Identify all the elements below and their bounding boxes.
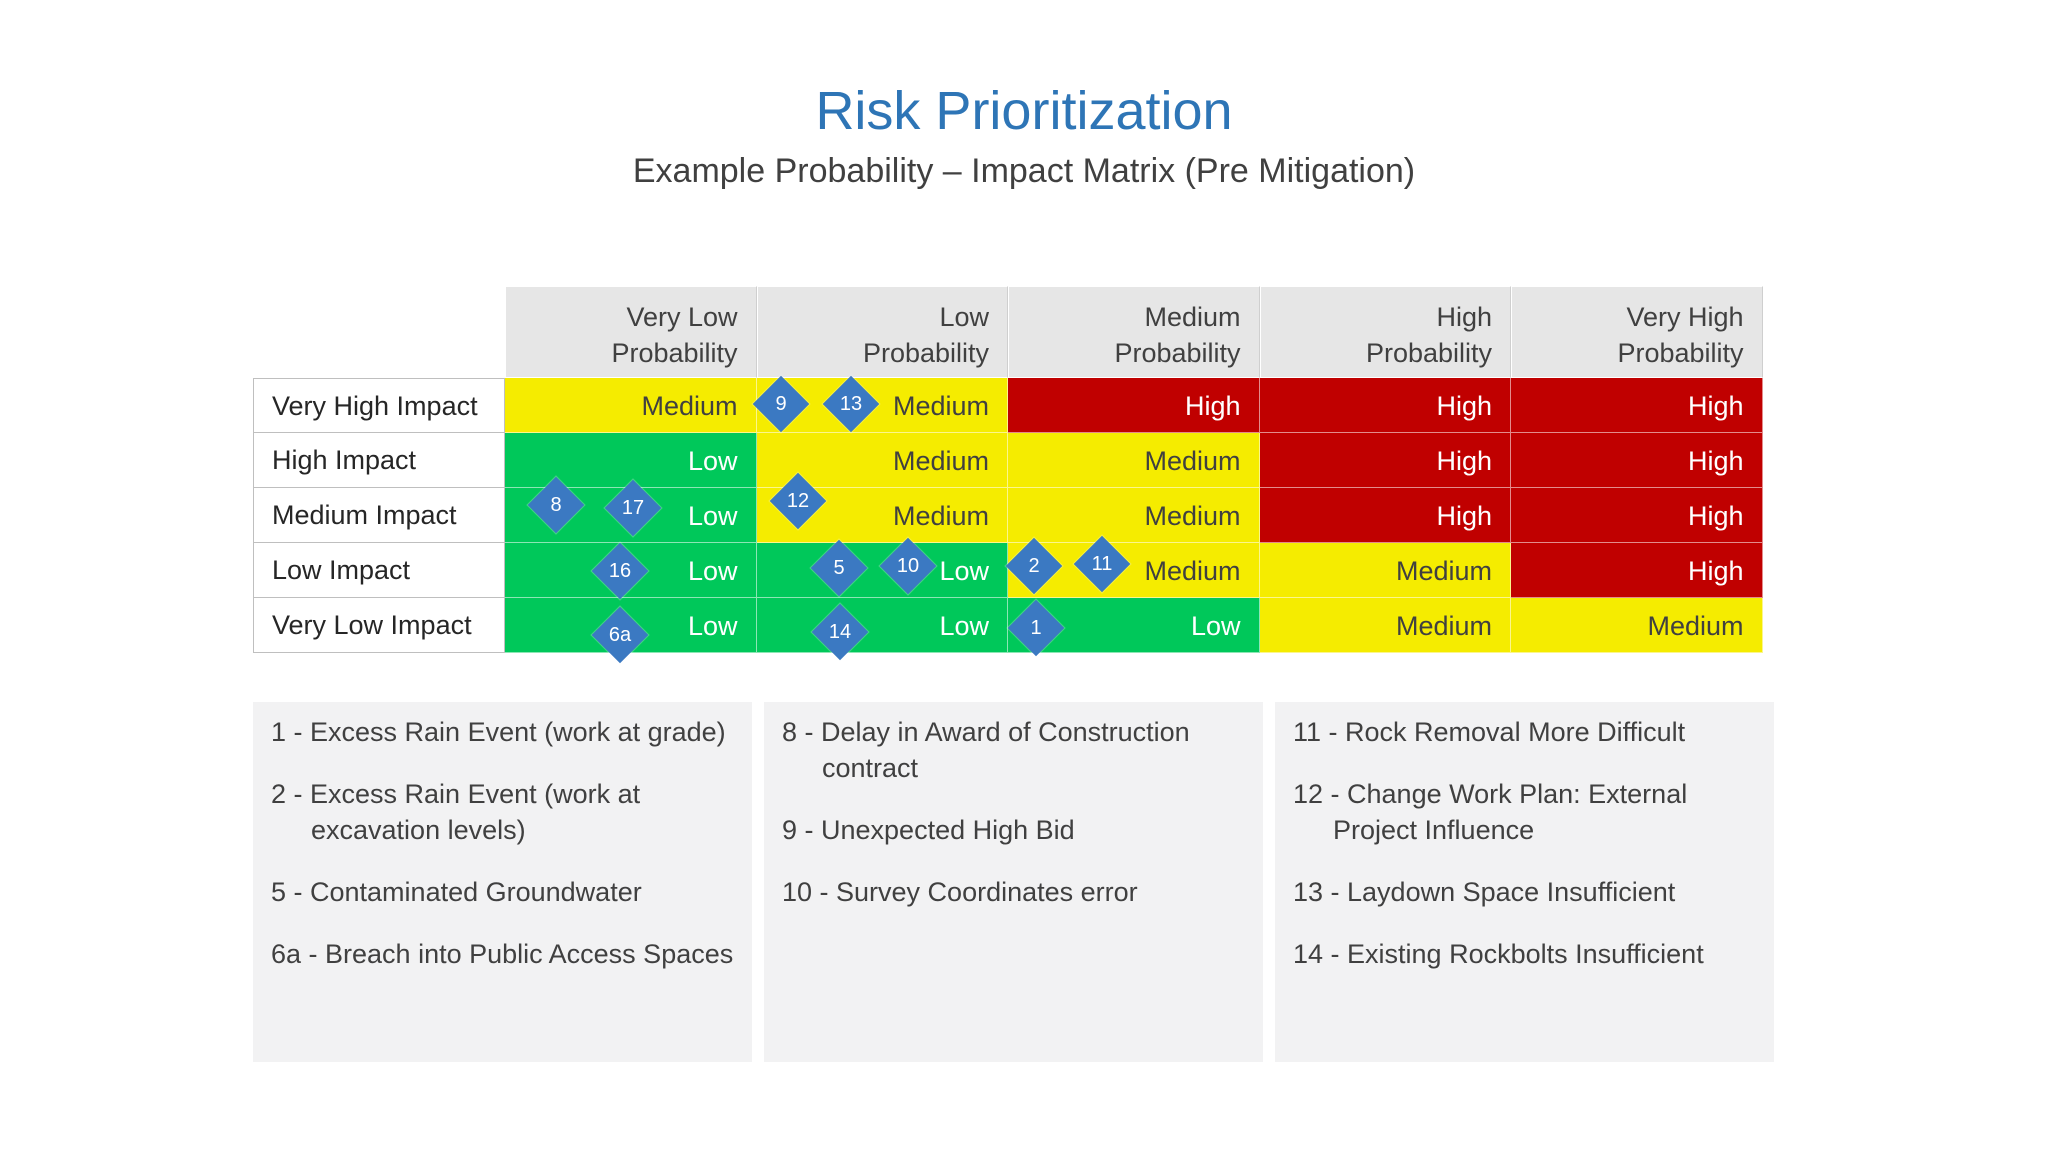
legend-item: 11 - Rock Removal More Difficult [1293, 717, 1686, 747]
matrix-cell-medium: Medium [1259, 543, 1511, 598]
risk-marker: 17 [604, 479, 662, 537]
matrix-cell-medium: Medium [1008, 488, 1260, 543]
matrix-cell-low: Low [505, 433, 757, 488]
column-header-line2: Probability [611, 338, 738, 368]
legend-item: 6a - Breach into Public Access Spaces [271, 939, 734, 969]
column-header: High Probability [1259, 286, 1511, 378]
risk-marker: 6a [591, 606, 649, 664]
risk-marker: 10 [879, 537, 937, 595]
risk-marker: 14 [811, 603, 869, 661]
column-header-line1: Very Low [626, 302, 738, 332]
column-header-line2: Probability [1617, 338, 1744, 368]
risk-marker: 12 [769, 472, 827, 530]
column-header: Very High Probability [1511, 286, 1763, 378]
risk-marker-label: 10 [896, 555, 920, 577]
matrix-cell-high: High [1511, 433, 1763, 488]
matrix-cell-medium: Medium [1259, 598, 1511, 653]
risk-marker-label: 12 [786, 490, 810, 512]
column-header: Very Low Probability [505, 286, 757, 378]
legend-item: 14 - Existing Rockbolts Insufficient [1293, 939, 1704, 969]
legend-item: 5 - Contaminated Groundwater [271, 877, 642, 907]
page-subtitle: Example Probability – Impact Matrix (Pre… [632, 152, 1416, 190]
row-header: Very High Impact [253, 378, 505, 433]
page-title: Risk Prioritization [815, 81, 1233, 141]
risk-marker-label: 6a [608, 624, 632, 646]
matrix-cell-medium: Medium [1511, 598, 1763, 653]
row-header: Low Impact [253, 543, 505, 598]
risk-marker: 5 [810, 539, 868, 597]
risk-marker: 11 [1073, 535, 1131, 593]
risk-marker: 8 [527, 476, 585, 534]
legend-box: 11 - Rock Removal More Difficult 12 - Cha… [1275, 702, 1774, 1062]
column-header: Low Probability [756, 286, 1008, 378]
legend-box: 1 - Excess Rain Event (work at grade) 2 -… [253, 702, 752, 1062]
row-header: Very Low Impact [253, 598, 505, 653]
matrix-cell-high: High [1511, 488, 1763, 543]
row-header: High Impact [253, 433, 505, 488]
column-header-line1: Very High [1626, 302, 1744, 332]
risk-marker-label: 9 [775, 393, 787, 415]
column-header: Medium Probability [1008, 286, 1260, 378]
legend-item: 8 - Delay in Award of Construction contr… [782, 717, 1190, 783]
risk-marker-label: 2 [1028, 555, 1040, 577]
risk-marker-label: 16 [608, 560, 632, 582]
matrix-cell-medium: Medium [1008, 433, 1260, 488]
risk-marker: 13 [822, 375, 880, 433]
legend-item: 10 - Survey Coordinates error [782, 877, 1138, 907]
column-header-line1: Low [939, 302, 989, 332]
matrix-cell-high: High [1008, 378, 1260, 433]
matrix-cell-high: High [1259, 433, 1511, 488]
column-header-line1: Medium [1144, 302, 1241, 332]
legend-item: 13 - Laydown Space Insufficient [1293, 877, 1676, 907]
legend-item: 9 - Unexpected High Bid [782, 815, 1075, 845]
matrix-cell-high: High [1511, 378, 1763, 433]
legend-box: 8 - Delay in Award of Construction contr… [764, 702, 1263, 1062]
matrix-cell-low: Low [505, 543, 757, 598]
risk-marker-label: 8 [550, 494, 562, 516]
column-header-line2: Probability [1365, 338, 1492, 368]
matrix-cell-medium: Medium [505, 378, 757, 433]
column-header-line2: Probability [862, 338, 989, 368]
risk-marker-label: 5 [833, 557, 845, 579]
risk-marker-label: 17 [621, 497, 645, 519]
matrix-cell-low: Low [756, 598, 1008, 653]
legend-item: 12 - Change Work Plan: External Project … [1293, 779, 1688, 845]
risk-marker: 16 [591, 542, 649, 600]
row-header: Medium Impact [253, 488, 505, 543]
risk-marker: 1 [1007, 599, 1065, 657]
probability-impact-matrix: Very Low Probability Low Probability Medium P… [253, 286, 1763, 664]
risk-marker-label: 14 [828, 621, 852, 643]
risk-marker: 9 [752, 375, 810, 433]
legend-item: 1 - Excess Rain Event (work at grade) [271, 717, 726, 747]
legend-item: 2 - Excess Rain Event (work at excavatio… [271, 779, 641, 845]
column-header-line1: High [1436, 302, 1492, 332]
column-header-line2: Probability [1114, 338, 1241, 368]
matrix-cell-high: High [1511, 543, 1763, 598]
risk-marker-label: 1 [1030, 617, 1042, 639]
risk-marker: 2 [1005, 537, 1063, 595]
matrix-cell-low: Low [756, 543, 1008, 598]
risk-marker-label: 11 [1091, 553, 1113, 575]
matrix-cell-high: High [1259, 488, 1511, 543]
matrix-cell-high: High [1259, 378, 1511, 433]
risk-marker-label: 13 [839, 393, 863, 415]
